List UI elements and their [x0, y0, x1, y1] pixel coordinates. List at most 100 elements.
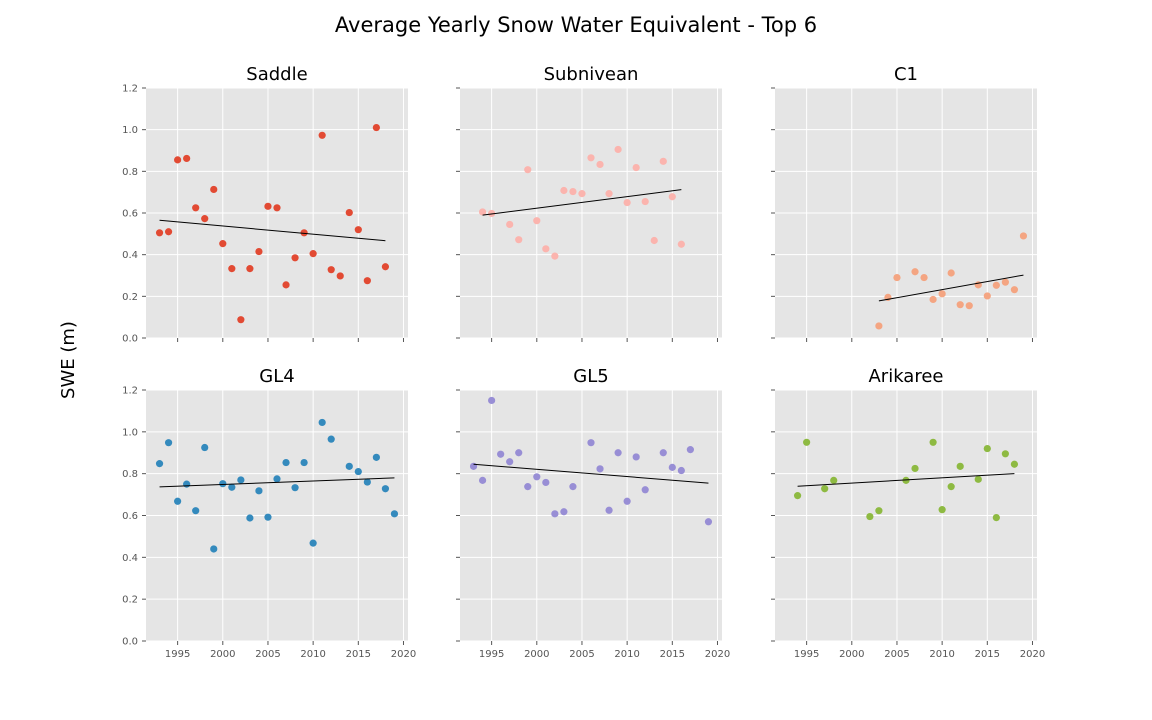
data-point — [309, 250, 317, 258]
data-point — [677, 466, 685, 475]
data-point — [164, 228, 173, 236]
data-point — [237, 316, 245, 324]
data-point — [255, 487, 263, 495]
data-point — [219, 480, 227, 488]
data-point — [1010, 460, 1019, 468]
data-point — [255, 247, 263, 256]
data-point — [291, 254, 299, 262]
x-tick-label: 2010 — [929, 649, 954, 660]
subplot-title: GL5 — [573, 366, 608, 387]
x-tick-label: 1995 — [479, 649, 504, 660]
data-point — [677, 240, 685, 248]
data-point — [345, 208, 353, 217]
data-point — [210, 545, 218, 553]
y-tick-label: 1.2 — [122, 84, 138, 95]
data-point — [174, 156, 182, 164]
y-tick-label: 0.8 — [122, 469, 138, 480]
data-point — [282, 281, 290, 289]
data-point — [488, 209, 496, 218]
subplot-title: GL4 — [259, 366, 294, 387]
x-tick-label: 2020 — [705, 649, 730, 660]
data-point — [551, 510, 559, 518]
subplot-1: Subnivean — [456, 64, 722, 342]
figure-title: Average Yearly Snow Water Equivalent - T… — [335, 13, 817, 37]
data-point — [605, 190, 613, 198]
data-point — [390, 510, 399, 518]
data-point — [363, 277, 371, 285]
subplot-grid: 0.0 0.2 0.4 0.6 0.8 1.0 1.2 Saddle Subnivean C1 19… — [122, 64, 1045, 660]
data-point — [506, 458, 514, 466]
y-tick-label: 1.0 — [122, 125, 138, 136]
data-point — [309, 539, 317, 547]
data-point — [542, 245, 550, 253]
data-point — [956, 462, 964, 470]
data-point — [515, 449, 523, 457]
data-point — [155, 229, 164, 237]
data-point — [929, 438, 937, 446]
data-point — [164, 439, 173, 447]
data-point — [345, 462, 353, 470]
data-point — [524, 166, 532, 174]
y-axis-label: SWE (m) — [58, 321, 79, 399]
data-point — [650, 236, 658, 245]
y-tick-label: 0.6 — [122, 511, 138, 522]
data-point — [704, 518, 713, 526]
data-point — [381, 263, 390, 271]
y-tick-label: 0.8 — [122, 167, 138, 178]
y-tick-label: 0.4 — [122, 250, 138, 261]
data-point — [210, 185, 218, 194]
y-tick-label: 0.0 — [122, 637, 138, 648]
y-tick-label: 1.0 — [122, 427, 138, 438]
data-point — [992, 281, 1000, 289]
trend-line — [797, 473, 1015, 487]
data-point — [920, 273, 928, 282]
data-point — [478, 476, 487, 484]
data-point — [192, 204, 200, 212]
data-point — [273, 204, 281, 212]
y-tick-label: 0.2 — [122, 595, 138, 606]
data-point — [282, 458, 290, 467]
data-point — [641, 486, 649, 494]
y-tick-label: 0.6 — [122, 209, 138, 220]
data-point — [659, 449, 667, 457]
trend-line — [473, 463, 709, 484]
data-point — [533, 217, 541, 225]
data-point — [183, 480, 191, 488]
x-tick-label: 2010 — [614, 649, 639, 660]
data-point — [237, 476, 245, 484]
data-point — [354, 226, 362, 234]
data-point — [623, 198, 631, 207]
data-point — [497, 450, 505, 458]
data-point — [587, 154, 595, 162]
data-point — [983, 444, 991, 453]
data-point — [947, 269, 955, 277]
trend-line — [878, 274, 1024, 302]
x-tick-label: 2015 — [660, 649, 685, 660]
data-point — [381, 485, 390, 493]
data-point — [569, 483, 577, 491]
y-tick-label: 0.4 — [122, 553, 138, 564]
data-point — [300, 229, 308, 237]
data-point — [614, 449, 622, 457]
data-point — [300, 458, 308, 467]
x-tick-label: 2020 — [1020, 649, 1045, 660]
data-point — [201, 215, 209, 223]
data-point — [228, 483, 236, 491]
data-point — [246, 265, 254, 273]
data-point — [974, 475, 982, 483]
subplot-title: Saddle — [246, 64, 307, 85]
trend-line — [159, 477, 395, 488]
data-point — [318, 418, 326, 427]
data-point — [632, 453, 640, 461]
data-point — [992, 513, 1000, 522]
data-point — [174, 497, 182, 505]
trend-line — [482, 189, 682, 216]
data-point — [192, 507, 200, 515]
data-point — [668, 193, 676, 201]
data-point — [983, 292, 991, 300]
y-tick-label: 0.0 — [122, 334, 138, 345]
data-point — [1010, 286, 1019, 294]
x-tick-label: 2000 — [524, 649, 549, 660]
data-point — [830, 476, 838, 484]
